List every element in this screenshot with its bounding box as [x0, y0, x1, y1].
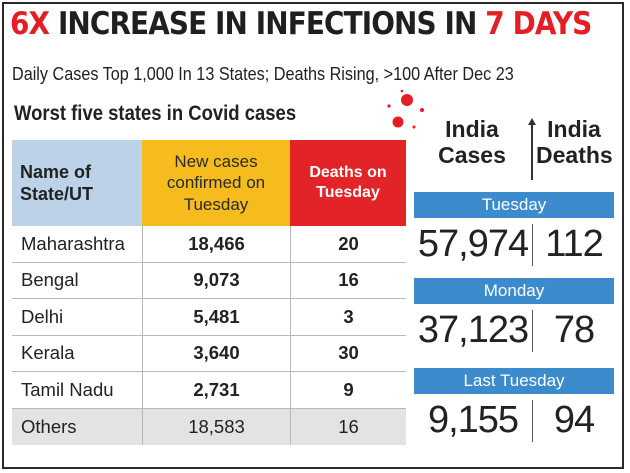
day-label-band: Last Tuesday	[414, 368, 614, 394]
india-cases-value: 37,123	[417, 308, 529, 351]
new-cases-value: 18,466	[142, 226, 290, 262]
day-values-row: 37,123 78	[414, 304, 614, 356]
new-cases-value: 3,640	[142, 335, 290, 371]
india-totals-panel: India Cases India Deaths Tuesday 57,974 …	[414, 112, 614, 464]
headline: 6X INCREASE IN INFECTIONS IN 7 DAYS	[10, 6, 592, 42]
value-divider	[532, 224, 533, 266]
india-cases-header: India Cases	[438, 116, 506, 169]
deaths-value: 16	[290, 408, 406, 445]
state-name: Bengal	[21, 269, 79, 291]
table-header-row: Name of State/UT New cases confirmed on …	[12, 140, 406, 226]
subheadline: Daily Cases Top 1,000 In 13 States; Deat…	[12, 64, 514, 84]
table-row: Kerala 3,640 30	[12, 335, 406, 372]
new-cases-value: 18,583	[142, 408, 290, 445]
india-deaths-value: 78	[553, 308, 595, 351]
value-divider	[532, 400, 533, 442]
table-row: Maharashtra 18,466 20	[12, 226, 406, 263]
india-deaths-value: 94	[553, 398, 595, 441]
table-row: Bengal 9,073 16	[12, 262, 406, 299]
table-row: Delhi 5,481 3	[12, 299, 406, 336]
deaths-value: 9	[290, 372, 406, 408]
state-name: Tamil Nadu	[21, 378, 114, 400]
table-row-others: Others 18,583 16	[12, 408, 406, 445]
day-label-band: Monday	[414, 278, 614, 304]
header-divider	[531, 122, 533, 180]
value-divider	[532, 310, 533, 352]
day-label-band: Tuesday	[414, 192, 614, 218]
india-cases-value: 57,974	[417, 222, 529, 265]
section-title: Worst five states in Covid cases	[14, 102, 297, 125]
headline-period: 7 DAYS	[485, 6, 592, 42]
header-new-cases: New cases confirmed on Tuesday	[142, 140, 290, 226]
day-values-row: 57,974 112	[414, 218, 614, 270]
divider-arrow-icon	[528, 118, 536, 125]
state-name: Others	[21, 415, 77, 437]
day-values-row: 9,155 94	[414, 394, 614, 446]
headline-multiplier: 6X	[10, 6, 50, 42]
india-cases-value: 9,155	[427, 398, 519, 441]
new-cases-value: 2,731	[142, 372, 290, 408]
header-state: Name of State/UT	[12, 140, 142, 226]
india-deaths-value: 112	[545, 222, 604, 265]
headline-main: INCREASE IN INFECTIONS IN	[49, 6, 486, 42]
state-name: Delhi	[21, 305, 64, 327]
new-cases-value: 5,481	[142, 299, 290, 335]
table-row: Tamil Nadu 2,731 9	[12, 372, 406, 409]
deaths-value: 3	[290, 299, 406, 335]
deaths-value: 30	[290, 335, 406, 371]
header-deaths: Deaths on Tuesday	[290, 140, 406, 226]
new-cases-value: 9,073	[142, 262, 290, 298]
state-name: Kerala	[21, 342, 75, 364]
deaths-value: 20	[290, 226, 406, 262]
deaths-value: 16	[290, 262, 406, 298]
virus-blob-icon	[387, 89, 424, 129]
india-deaths-header: India Deaths	[536, 116, 613, 169]
state-name: Maharashtra	[21, 232, 125, 254]
state-cases-table: Name of State/UT New cases confirmed on …	[12, 140, 406, 445]
